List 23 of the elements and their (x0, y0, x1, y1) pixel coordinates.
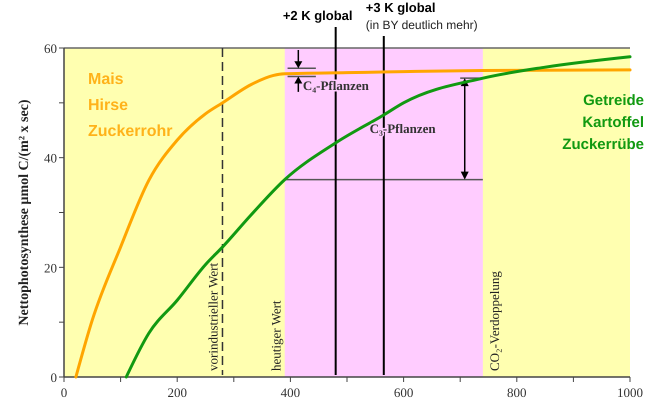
y-tick-label: 20 (44, 260, 57, 276)
x-tick-label: 400 (280, 385, 300, 400)
annotation: Hirse (88, 97, 128, 114)
x-tick-label: 1000 (617, 385, 643, 400)
x-tick-label: 600 (394, 385, 414, 400)
x-tick-label: 0 (60, 385, 68, 400)
y-tick-label: 0 (50, 370, 57, 385)
y-axis-title: Nettophotosynthese µmol C/(m² x sec) (17, 99, 32, 326)
annotation: Getreide (583, 92, 644, 109)
y-tick-label: 40 (44, 150, 57, 166)
text: (in BY deutlich mehr) (366, 18, 478, 32)
y-tick-label: 60 (44, 41, 57, 56)
x-tick-label: 800 (507, 385, 527, 400)
ref-line-label: +3 K global (366, 0, 436, 15)
ref-line-label: vorindustrieller Wert (205, 262, 220, 371)
ref-line-label: +2 K global (282, 8, 353, 23)
x-tick-label: 200 (167, 385, 187, 400)
annotation: Mais (88, 71, 124, 88)
annotation: CO₂-Verdoppelung (486, 270, 502, 371)
annotation: Zuckerrübe (562, 136, 644, 153)
annotation: Zuckerrohr (88, 123, 172, 140)
annotation: Kartoffel (582, 114, 644, 131)
annotation: heutiger Wert (268, 300, 284, 371)
